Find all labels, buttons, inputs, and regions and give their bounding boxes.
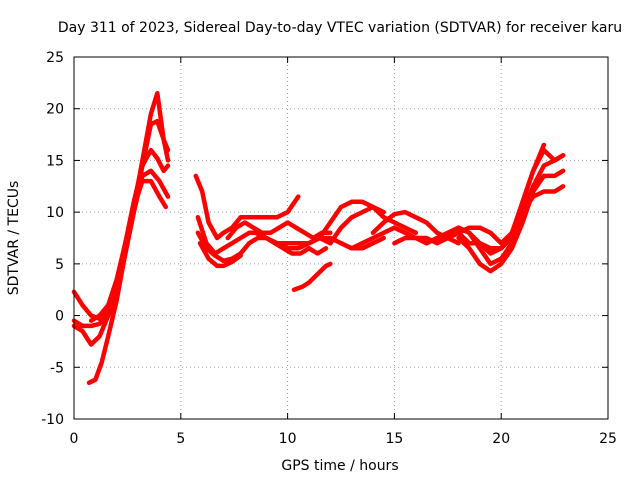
- x-tick-label: 5: [176, 431, 185, 447]
- y-tick-label: 25: [46, 50, 64, 66]
- tick-labels: 0 5 10 15 20 25 -10 -5 0 5 10 15 20 25: [41, 50, 617, 447]
- plot-frame: [73, 56, 609, 420]
- series-line-track-6: [193, 173, 301, 241]
- chart-title: Day 311 of 2023, Sidereal Day-to-day VTE…: [58, 20, 622, 36]
- y-tick-label: 0: [55, 309, 64, 325]
- x-tick-label: 15: [385, 431, 403, 447]
- series-line-track-19: [445, 142, 547, 267]
- x-tick-label: 0: [70, 431, 79, 447]
- y-tick-label: -10: [41, 412, 64, 428]
- tick-marks: [73, 56, 609, 420]
- y-tick-label: 15: [46, 153, 64, 169]
- series-line-track-20: [456, 168, 566, 274]
- y-tick-label: 5: [55, 257, 64, 273]
- x-axis-label: GPS time / hours: [281, 458, 398, 474]
- x-tick-label: 10: [279, 431, 297, 447]
- y-tick-label: 10: [46, 205, 64, 221]
- gridlines: [74, 57, 608, 419]
- x-tick-label: 25: [599, 431, 617, 447]
- data-series: [71, 90, 566, 386]
- series-line-track-14: [328, 204, 419, 246]
- series-line-track-9: [197, 240, 243, 269]
- series-line-track-21: [466, 153, 566, 251]
- series-line-track-12: [291, 261, 333, 292]
- series-line-track-5: [88, 178, 169, 323]
- y-tick-label: -5: [50, 360, 64, 376]
- y-tick-label: 20: [46, 102, 64, 118]
- y-axis-label: SDTVAR / TECUs: [6, 181, 22, 296]
- x-tick-label: 20: [492, 431, 510, 447]
- series-line-track-17: [392, 184, 566, 246]
- series-line-track-10: [225, 220, 333, 241]
- series-line-track-4: [86, 168, 171, 386]
